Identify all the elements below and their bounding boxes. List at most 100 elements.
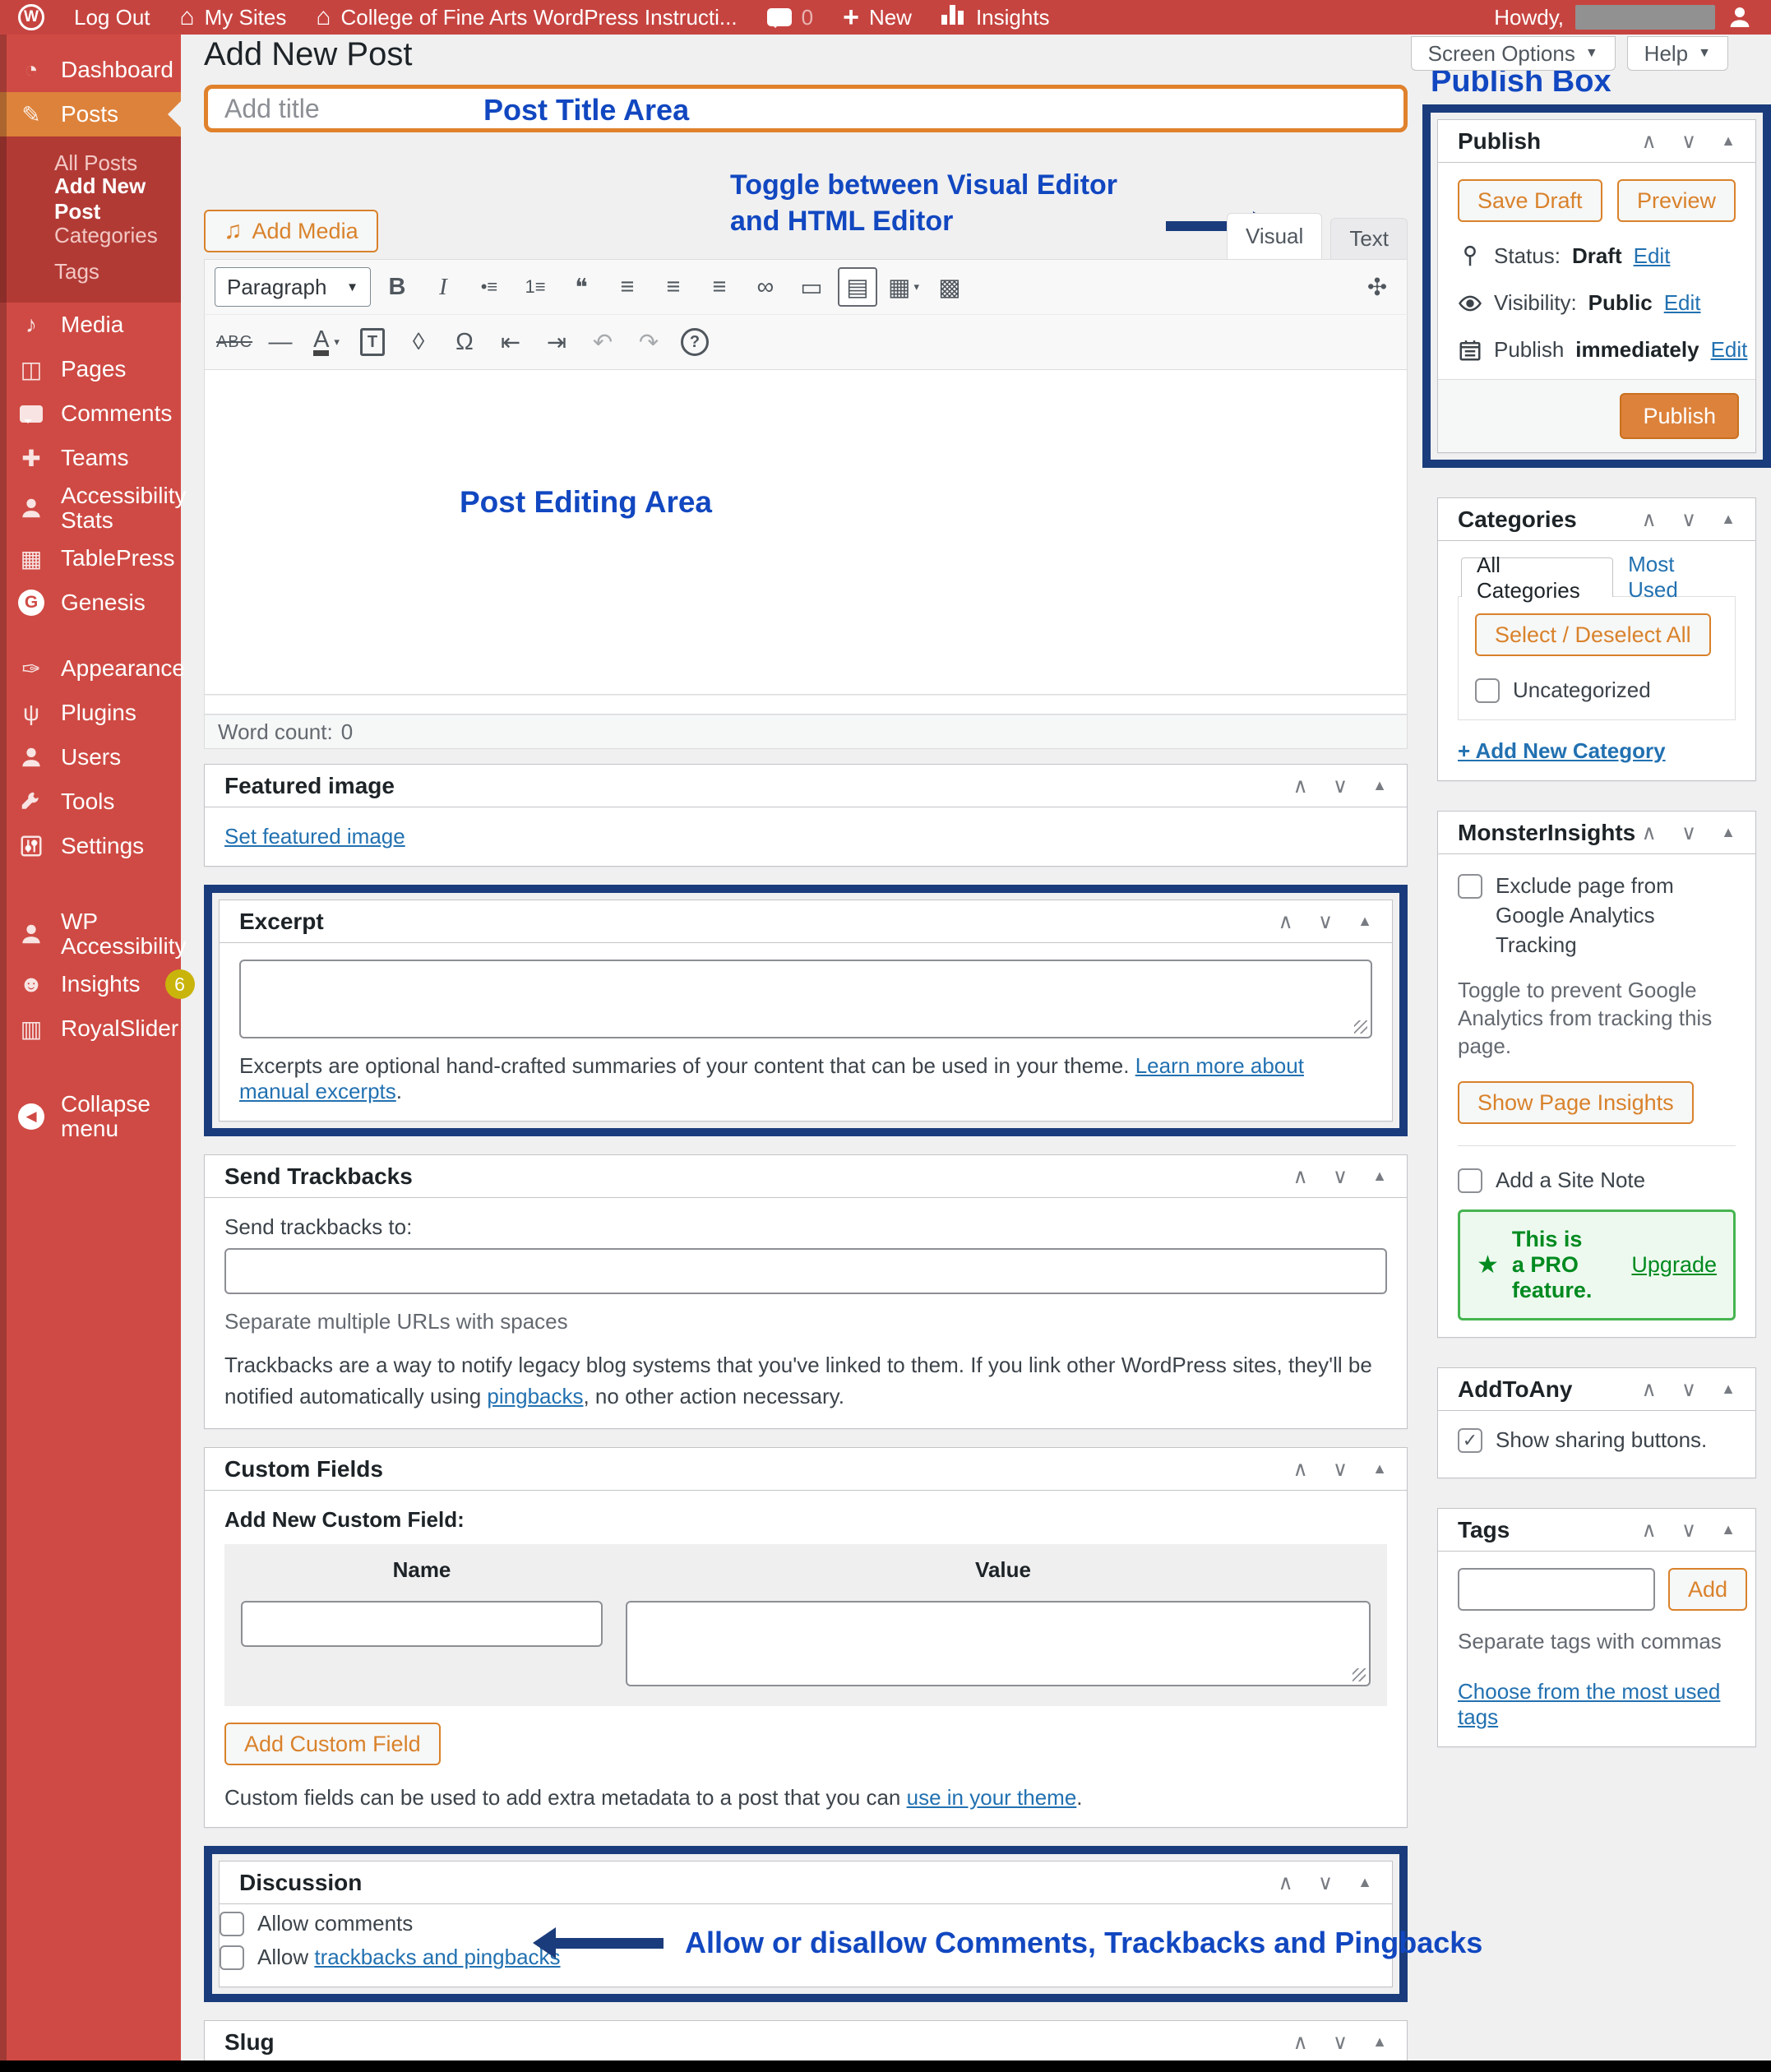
submenu-categories[interactable]: Categories bbox=[54, 222, 158, 247]
special-character-button[interactable]: Ω bbox=[455, 328, 474, 355]
sidebar-item-wp-accessibility[interactable]: WP Accessibility bbox=[0, 906, 186, 962]
toolbar-toggle-button[interactable]: ▤ bbox=[838, 267, 877, 307]
set-featured-image-link[interactable]: Set featured image bbox=[224, 824, 405, 849]
box-header[interactable]: MonsterInsights ∧ ∨ ▲ bbox=[1438, 812, 1755, 854]
new-tag-input[interactable] bbox=[1458, 1568, 1655, 1611]
move-up-icon[interactable]: ∧ bbox=[1641, 821, 1657, 844]
move-down-icon[interactable]: ∨ bbox=[1681, 129, 1697, 153]
use-in-theme-link[interactable]: use in your theme bbox=[906, 1785, 1077, 1810]
excerpt-textarea[interactable] bbox=[239, 960, 1372, 1038]
move-up-icon[interactable]: ∧ bbox=[1292, 1457, 1308, 1481]
box-header[interactable]: Send Trackbacks ∧ ∨ ▲ bbox=[205, 1155, 1407, 1198]
toggle-panel-icon[interactable]: ▲ bbox=[1372, 1168, 1387, 1184]
uncategorized-checkbox[interactable] bbox=[1475, 678, 1500, 703]
new-content-menu[interactable]: + New bbox=[843, 2, 912, 34]
toggle-panel-icon[interactable]: ▲ bbox=[1372, 777, 1387, 793]
sidebar-item-genesis[interactable]: G Genesis bbox=[0, 580, 181, 625]
tab-text-editor[interactable]: Text bbox=[1330, 218, 1408, 259]
move-up-icon[interactable]: ∧ bbox=[1641, 1377, 1657, 1401]
box-header[interactable]: Featured image ∧ ∨ ▲ bbox=[205, 765, 1407, 807]
submenu-all-posts[interactable]: All Posts bbox=[54, 150, 138, 175]
sidebar-item-appearance[interactable]: ✑ Appearance bbox=[0, 646, 185, 691]
resize-grip[interactable] bbox=[1353, 1668, 1366, 1681]
horizontal-rule-button[interactable]: — bbox=[268, 328, 293, 355]
select-deselect-all-button[interactable]: Select / Deselect All bbox=[1475, 613, 1711, 656]
toggle-panel-icon[interactable]: ▲ bbox=[1721, 1381, 1736, 1397]
edit-schedule-link[interactable]: Edit bbox=[1710, 337, 1748, 362]
preview-button[interactable]: Preview bbox=[1616, 179, 1736, 222]
read-more-button[interactable]: ▭ bbox=[800, 274, 823, 301]
wordpress-logo-menu[interactable]: W bbox=[18, 4, 44, 30]
move-up-icon[interactable]: ∧ bbox=[1641, 129, 1657, 153]
box-header[interactable]: Excerpt ∧ ∨ ▲ bbox=[220, 900, 1392, 943]
fullscreen-button[interactable]: ✣ bbox=[1366, 274, 1388, 301]
move-down-icon[interactable]: ∨ bbox=[1681, 1518, 1697, 1542]
move-down-icon[interactable]: ∨ bbox=[1332, 1457, 1348, 1481]
toggle-panel-icon[interactable]: ▲ bbox=[1357, 913, 1372, 929]
resize-grip[interactable] bbox=[1354, 1020, 1367, 1034]
admin-bar-account[interactable]: Howdy, bbox=[1494, 4, 1753, 30]
choose-most-used-tags-link[interactable]: Choose from the most used tags bbox=[1458, 1679, 1721, 1729]
paragraph-format-select[interactable]: Paragraph ▼ bbox=[215, 267, 371, 307]
toggle-panel-icon[interactable]: ▲ bbox=[1372, 2033, 1387, 2050]
trackbacks-input[interactable] bbox=[224, 1248, 1387, 1294]
sidebar-item-users[interactable]: Users bbox=[0, 735, 181, 779]
toggle-panel-icon[interactable]: ▲ bbox=[1721, 132, 1736, 149]
bold-button[interactable]: B bbox=[388, 273, 406, 300]
insights-admin-menu[interactable]: Insights bbox=[941, 4, 1050, 30]
site-menu[interactable]: ⌂ College of Fine Arts WordPress Instruc… bbox=[316, 3, 737, 31]
show-page-insights-button[interactable]: Show Page Insights bbox=[1458, 1081, 1694, 1124]
sidebar-item-tablepress[interactable]: ▦ TablePress bbox=[0, 536, 181, 580]
sidebar-item-accessibility-stats[interactable]: Accessibility Stats bbox=[0, 480, 186, 536]
help-button[interactable]: Help ▼ bbox=[1626, 36, 1728, 71]
my-sites-menu[interactable]: ⌂ My Sites bbox=[180, 3, 287, 31]
manual-excerpts-link[interactable]: Learn more about manual excerpts bbox=[239, 1053, 1304, 1103]
move-down-icon[interactable]: ∨ bbox=[1681, 507, 1697, 531]
toggle-panel-icon[interactable]: ▲ bbox=[1721, 1521, 1736, 1538]
move-up-icon[interactable]: ∧ bbox=[1641, 1518, 1657, 1542]
editor-resize-handle[interactable] bbox=[204, 695, 1408, 715]
move-up-icon[interactable]: ∧ bbox=[1278, 909, 1293, 933]
custom-field-name-input[interactable] bbox=[241, 1601, 603, 1647]
box-header[interactable]: Categories ∧ ∨ ▲ bbox=[1438, 498, 1755, 541]
upgrade-link[interactable]: Upgrade bbox=[1631, 1252, 1717, 1277]
tab-most-used[interactable]: Most Used bbox=[1628, 552, 1678, 602]
add-custom-field-button[interactable]: Add Custom Field bbox=[224, 1723, 441, 1765]
sidebar-item-settings[interactable]: Settings bbox=[0, 824, 181, 868]
submenu-tags[interactable]: Tags bbox=[54, 258, 99, 284]
sidebar-item-insights[interactable]: ☻ Insights 6 bbox=[0, 962, 195, 1006]
box-header[interactable]: Discussion ∧ ∨ ▲ bbox=[220, 1862, 1392, 1904]
box-header[interactable]: AddToAny ∧ ∨ ▲ bbox=[1438, 1368, 1755, 1411]
comments-menu[interactable]: 0 bbox=[766, 5, 813, 30]
text-color-button[interactable]: A ▾ bbox=[307, 322, 346, 362]
strikethrough-button[interactable]: ABC bbox=[215, 332, 253, 351]
allow-trackbacks-checkbox[interactable] bbox=[220, 1945, 244, 1970]
royalslider-insert-button[interactable]: ▩ bbox=[938, 274, 961, 301]
numbered-list-button[interactable]: 1≡ bbox=[525, 276, 546, 297]
move-down-icon[interactable]: ∨ bbox=[1332, 2030, 1348, 2054]
sidebar-item-collapse-menu[interactable]: ◀ Collapse menu bbox=[0, 1089, 181, 1145]
trackbacks-and-pingbacks-link[interactable]: trackbacks and pingbacks bbox=[314, 1945, 561, 1969]
move-up-icon[interactable]: ∧ bbox=[1292, 774, 1308, 798]
paste-as-text-button[interactable]: T bbox=[353, 322, 392, 362]
sidebar-item-teams[interactable]: ✚ Teams bbox=[0, 436, 181, 480]
edit-status-link[interactable]: Edit bbox=[1633, 243, 1671, 268]
indent-button[interactable]: ⇥ bbox=[546, 329, 567, 356]
logout-link[interactable]: Log Out bbox=[74, 4, 150, 30]
toggle-panel-icon[interactable]: ▲ bbox=[1357, 1874, 1372, 1890]
sidebar-item-plugins[interactable]: ψ Plugins bbox=[0, 691, 181, 735]
box-header[interactable]: Slug ∧ ∨ ▲ bbox=[205, 2021, 1407, 2064]
italic-button[interactable]: I bbox=[439, 273, 447, 300]
align-left-button[interactable]: ≡ bbox=[620, 273, 635, 300]
screen-options-button[interactable]: Screen Options ▼ bbox=[1410, 36, 1616, 71]
allow-comments-checkbox[interactable] bbox=[220, 1911, 244, 1936]
publish-button[interactable]: Publish bbox=[1620, 393, 1739, 439]
move-down-icon[interactable]: ∨ bbox=[1332, 774, 1348, 798]
toggle-panel-icon[interactable]: ▲ bbox=[1721, 824, 1736, 840]
move-down-icon[interactable]: ∨ bbox=[1681, 1377, 1697, 1401]
submenu-add-new-post[interactable]: Add New Post bbox=[54, 173, 146, 224]
align-center-button[interactable]: ≡ bbox=[666, 273, 681, 300]
outdent-button[interactable]: ⇤ bbox=[500, 329, 521, 356]
blockquote-button[interactable]: ❝ bbox=[575, 274, 588, 301]
align-right-button[interactable]: ≡ bbox=[712, 273, 727, 300]
